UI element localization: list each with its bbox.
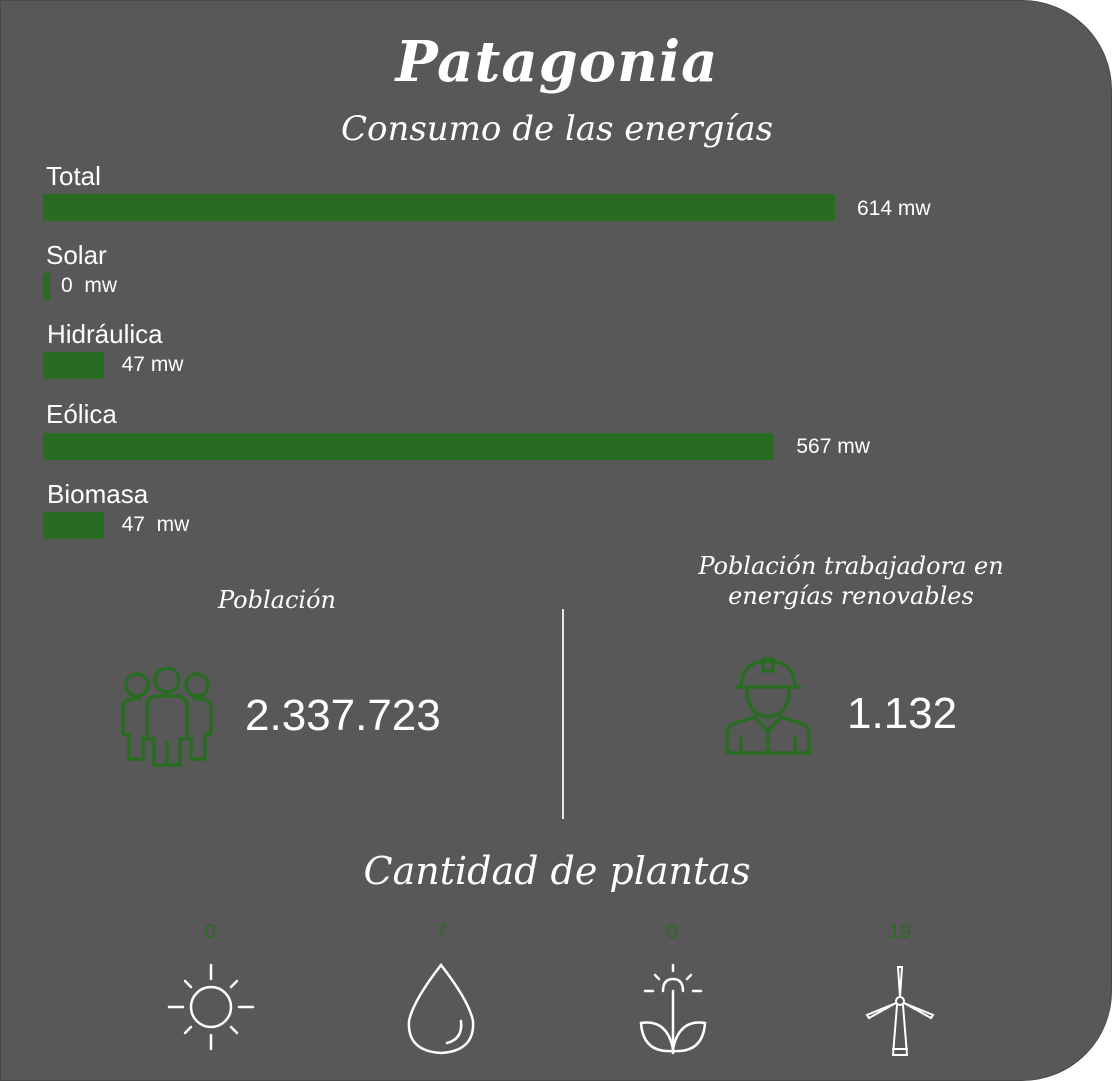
sun-icon (167, 963, 255, 1051)
category-label-total: Total (46, 161, 101, 191)
people-group-icon (121, 667, 213, 767)
category-label-biomasa: Biomasa (47, 479, 149, 509)
plants-title: Cantidad de plantas (363, 849, 751, 893)
plant-count-hidraulica: 7 (435, 921, 447, 943)
value-label-eolica: 567 mw (796, 435, 870, 458)
value-label-hidraulica: 47 mw (121, 353, 184, 376)
value-label-total: 614 mw (857, 197, 931, 220)
wind-turbine-icon (865, 966, 935, 1056)
plant-count-biomasa: 0 (666, 921, 678, 943)
bar-solar (43, 273, 50, 300)
value-label-biomasa: 47 mw (121, 513, 190, 536)
bar-eolica (43, 433, 775, 460)
worker-helmet-icon (725, 657, 811, 755)
workers-label-line1: Población trabajadora en (698, 552, 1004, 580)
category-label-eolica: Eólica (46, 399, 117, 429)
section-divider (562, 609, 564, 819)
plant-count-eolica: 19 (888, 921, 912, 943)
plant-count-solar: 0 (204, 921, 216, 943)
population-label: Población (218, 586, 336, 614)
workers-label: Población trabajadora en energías renova… (681, 551, 1021, 611)
category-label-hidraulica: Hidráulica (47, 319, 163, 349)
sprout-sun-icon (639, 963, 707, 1055)
bar-hidraulica (43, 352, 104, 379)
bar-total (43, 194, 835, 221)
workers-label-line2: energías renovables (728, 582, 974, 610)
bar-biomasa (43, 512, 104, 539)
value-label-solar: 0 mw (61, 274, 118, 297)
category-label-solar: Solar (46, 240, 107, 270)
water-drop-icon (407, 962, 475, 1055)
workers-value: 1.132 (847, 689, 958, 738)
population-value: 2.337.723 (245, 691, 441, 740)
chart-title: Consumo de las energías (340, 109, 774, 149)
page-title: Patagonia (395, 29, 719, 95)
